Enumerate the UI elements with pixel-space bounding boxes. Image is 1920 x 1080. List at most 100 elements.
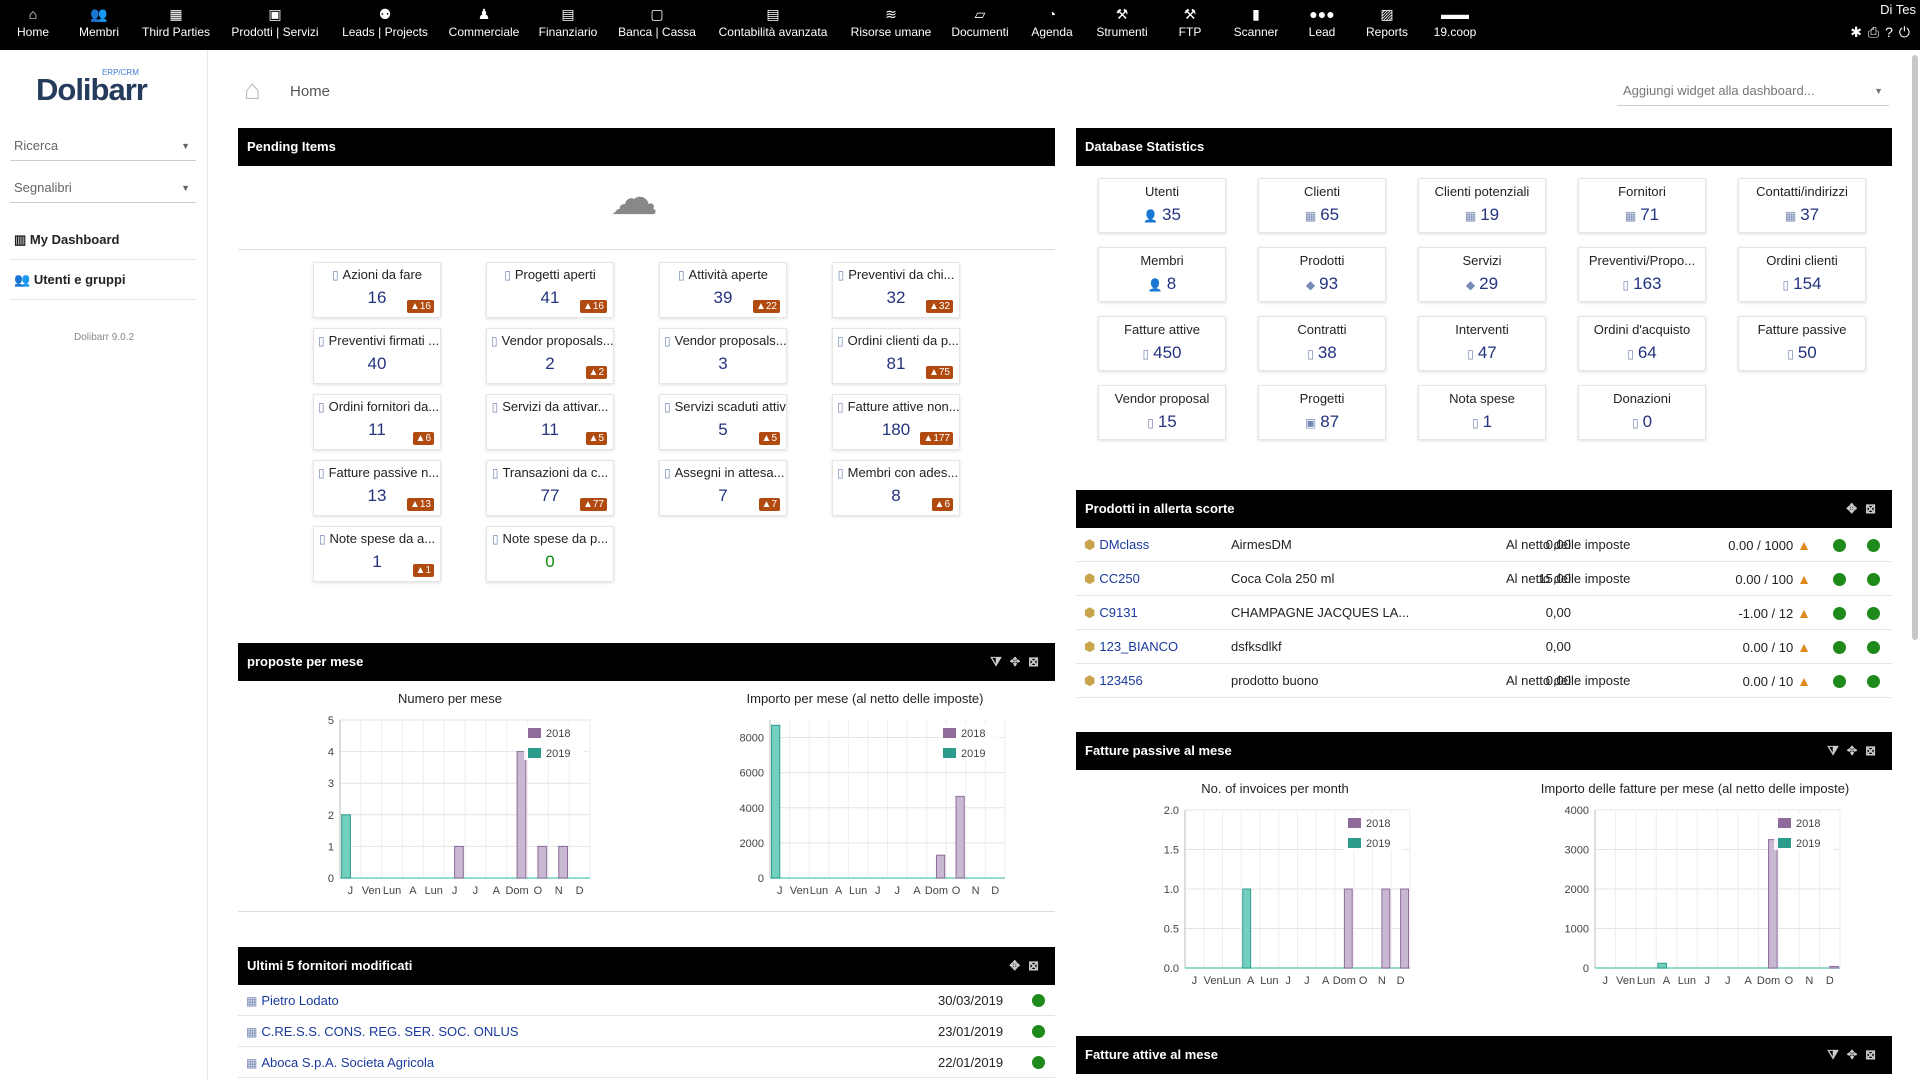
warning-badge[interactable]: ▲1 [412,564,434,577]
warning-badge[interactable]: ▲5 [758,432,780,445]
top-menu-item-17[interactable]: ▬▬ 19.coop [1433,6,1477,39]
product-ref-link[interactable]: 123456 [1099,673,1143,688]
pending-item-box[interactable]: ▯ Assegni in attesa... 7 ▲7 [659,460,787,516]
pending-item-count[interactable]: 8 [891,486,901,505]
pending-item-box[interactable]: ▯ Note spese da p... 0 [486,526,614,582]
pending-item-count[interactable]: 180 [881,420,911,439]
warning-badge[interactable]: ▲75 [925,366,953,379]
pending-item-box[interactable]: ▯ Membri con ades... 8 ▲6 [832,460,960,516]
warning-badge[interactable]: ▲7 [758,498,780,511]
print-icon[interactable]: ⎙ [1867,24,1886,40]
product-ref-link[interactable]: 123_BIANCO [1099,639,1179,654]
top-menu-item-11[interactable]: ◔ Agenda [1031,6,1073,39]
pending-item-box[interactable]: ▯ Vendor proposals... 3 [659,328,787,384]
pending-item-count[interactable]: 11 [368,420,386,439]
pending-item-box[interactable]: ▯ Servizi scaduti attivi 5 ▲5 [659,394,787,450]
stat-box[interactable]: Nota spese ▯ 1 [1418,385,1546,440]
supplier-cell[interactable]: ▦ Pietro Lodato [246,985,339,1017]
stat-box[interactable]: Ordini d'acquisto ▯ 64 [1578,316,1706,371]
product-ref-cell[interactable]: ⬢ 123456 [1084,664,1143,698]
move-icon[interactable]: ✥ [1846,743,1866,758]
warning-badge[interactable]: ▲32 [925,300,953,313]
pending-item-box[interactable]: ▯ Fatture attive non... 180 ▲177 [832,394,960,450]
add-widget-select[interactable]: Aggiungi widget alla dashboard... ▼ [1617,80,1889,106]
pending-item-box[interactable]: ▯ Azioni da fare 16 ▲16 [313,262,441,318]
pending-item-count[interactable]: 32 [886,288,906,307]
product-ref-cell[interactable]: ⬢ C9131 [1084,596,1138,630]
bug-icon[interactable]: ✱ [1850,24,1868,40]
pending-item-box[interactable]: ▯ Vendor proposals... 2 ▲2 [486,328,614,384]
warning-badge[interactable]: ▲13 [406,498,434,511]
product-ref-cell[interactable]: ⬢ DMclass [1084,528,1149,562]
pending-item-count[interactable]: 1 [372,552,382,571]
top-menu-item-13[interactable]: ⚒ FTP [1178,6,1202,39]
warning-badge[interactable]: ▲5 [585,432,607,445]
pending-item-box[interactable]: ▯ Fatture passive n... 13 ▲13 [313,460,441,516]
pending-item-count[interactable]: 13 [367,486,387,505]
product-ref-cell[interactable]: ⬢ 123_BIANCO [1084,630,1178,664]
stat-box[interactable]: Ordini clienti ▯ 154 [1738,247,1866,302]
supplier-cell[interactable]: ▦ Aboca S.p.A. Societa Agricola [246,1047,434,1079]
product-ref-link[interactable]: DMclass [1099,537,1150,552]
pending-item-count[interactable]: 0 [545,552,555,571]
pending-item-count[interactable]: 77 [540,486,560,505]
stat-box[interactable]: Preventivi/Propo... ▯ 163 [1578,247,1706,302]
top-menu-item-4[interactable]: ⚉ Leads | Projects [342,6,428,39]
stat-box[interactable]: Clienti ▦ 65 [1258,178,1386,233]
pending-item-box[interactable]: ▯ Transazioni da c... 77 ▲77 [486,460,614,516]
pending-item-count[interactable]: 7 [718,486,728,505]
warning-badge[interactable]: ▲22 [752,300,780,313]
top-menu-item-3[interactable]: ▣ Prodotti | Servizi [231,6,319,39]
supplier-link[interactable]: C.RE.S.S. CONS. REG. SER. SOC. ONLUS [261,1024,519,1039]
warning-badge[interactable]: ▲16 [406,300,434,313]
stat-box[interactable]: Donazioni ▯ 0 [1578,385,1706,440]
close-icon[interactable]: ⊠ [1865,743,1884,758]
stat-box[interactable]: Servizi ◆ 29 [1418,247,1546,302]
top-menu-item-8[interactable]: ▤ Contabilità avanzata [718,6,828,39]
pending-item-count[interactable]: 81 [886,354,906,373]
move-icon[interactable]: ✥ [1009,654,1029,669]
move-icon[interactable]: ✥ [1846,1047,1866,1062]
user-name[interactable]: Di Tes [1880,2,1916,17]
top-menu-item-15[interactable]: ●●● Lead [1308,6,1336,39]
product-ref-link[interactable]: CC250 [1099,571,1140,586]
warning-badge[interactable]: ▲2 [585,366,607,379]
bookmarks-select[interactable]: Segnalibri ▼ [10,177,196,203]
top-menu-item-9[interactable]: ≋ Risorse umane [850,6,932,39]
pending-item-box[interactable]: ▯ Ordini clienti da p... 81 ▲75 [832,328,960,384]
pending-item-count[interactable]: 40 [367,354,387,373]
move-icon[interactable]: ✥ [1846,501,1866,516]
stat-box[interactable]: Progetti ▣ 87 [1258,385,1386,440]
pending-item-count[interactable]: 16 [367,288,387,307]
stat-box[interactable]: Fatture attive ▯ 450 [1098,316,1226,371]
top-menu-item-6[interactable]: ▤ Finanziario [538,6,598,39]
stat-box[interactable]: Prodotti ◆ 93 [1258,247,1386,302]
top-menu-item-7[interactable]: ▢ Banca | Cassa [618,6,696,39]
pending-item-box[interactable]: ▯ Progetti aperti 41 ▲16 [486,262,614,318]
stat-box[interactable]: Clienti potenziali ▦ 19 [1418,178,1546,233]
filter-icon[interactable]: ⧩ [1827,1047,1847,1062]
top-menu-item-5[interactable]: ♟ Commerciale [448,6,520,39]
close-icon[interactable]: ⊠ [1865,501,1884,516]
pending-item-count[interactable]: 41 [540,288,560,307]
warning-badge[interactable]: ▲177 [920,432,953,445]
warning-badge[interactable]: ▲77 [579,498,607,511]
filter-icon[interactable]: ⧩ [1827,743,1847,758]
supplier-link[interactable]: Pietro Lodato [261,993,339,1008]
pending-item-box[interactable]: ▯ Note spese da a... 1 ▲1 [313,526,441,582]
stat-box[interactable]: Interventi ▯ 47 [1418,316,1546,371]
logout-icon[interactable]: ⏻ [1898,24,1916,40]
warning-badge[interactable]: ▲6 [931,498,953,511]
sidebar-item-my-dashboard[interactable]: ▥ My Dashboard [10,220,196,260]
stat-box[interactable]: Membri 👤 8 [1098,247,1226,302]
top-menu-item-0[interactable]: ⌂ Home [16,6,50,39]
top-menu-item-12[interactable]: ⚒ Strumenti [1096,6,1148,39]
close-icon[interactable]: ⊠ [1865,1047,1884,1062]
stat-box[interactable]: Fatture passive ▯ 50 [1738,316,1866,371]
top-menu-item-16[interactable]: ▨ Reports [1365,6,1409,39]
pending-item-box[interactable]: ▯ Servizi da attivar... 11 ▲5 [486,394,614,450]
move-icon[interactable]: ✥ [1009,958,1029,973]
pending-item-box[interactable]: ▯ Ordini fornitori da... 11 ▲6 [313,394,441,450]
sidebar-item-users-groups[interactable]: 👥 Utenti e gruppi [10,260,196,300]
pending-item-count[interactable]: 2 [545,354,555,373]
